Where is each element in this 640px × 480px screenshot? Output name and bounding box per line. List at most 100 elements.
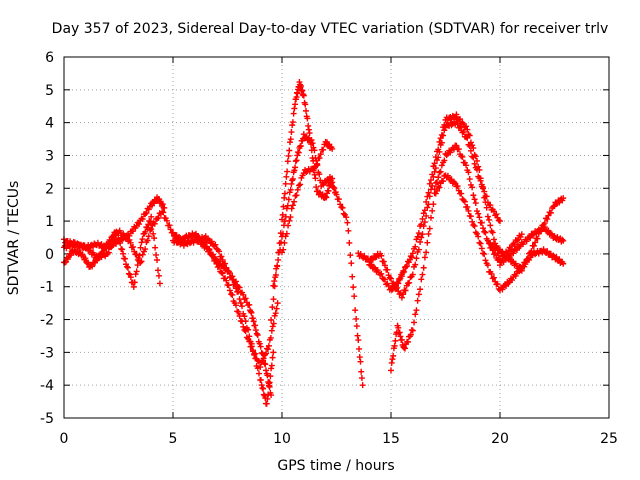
data-point [512,272,519,279]
data-point [425,230,432,237]
data-point [392,337,399,344]
data-point [409,327,416,334]
axis-ticks: 0 5 10 15 20 25 -5 -4 -3 -2 -1 0 1 2 3 4 5 6 [40,50,618,447]
data-point [139,251,146,258]
data-point [270,349,277,356]
data-point [218,253,225,260]
data-point [275,256,282,263]
data-point [544,248,551,255]
y-tick-label: 4 [45,116,54,132]
chart-title: Day 357 of 2023, Sidereal Day-to-day VTE… [52,21,609,37]
data-point [457,123,464,130]
data-point [137,259,144,266]
data-point [101,245,108,252]
data-point [460,128,467,135]
data-point [384,266,391,273]
data-point [457,116,464,123]
data-point [219,270,226,277]
data-point [150,220,157,227]
data-point [229,273,236,280]
data-point [170,229,176,236]
data-point [437,135,444,142]
data-point [291,198,298,205]
data-point [472,200,479,207]
data-point [389,356,396,363]
data-point [415,291,422,298]
data-point [378,252,385,259]
data-point [402,287,409,294]
data-point [252,350,259,357]
data-point [218,269,225,276]
data-point [253,330,260,337]
data-point [470,192,477,199]
data-point [254,332,261,339]
data-point [252,327,259,334]
data-point [293,192,300,199]
data-point [346,239,353,246]
data-point [469,184,476,191]
data-point [378,270,385,277]
data-point [412,311,419,318]
data-point [311,147,318,154]
data-point [358,368,365,375]
data-point [477,175,484,182]
data-point [527,234,534,241]
y-tick-label: 6 [45,50,54,66]
data-point [270,296,277,303]
data-point [160,209,167,216]
data-point [283,230,290,237]
data-point [463,123,470,130]
data-point [274,300,281,307]
data-point [424,239,431,246]
data-point [404,338,411,345]
data-point [350,284,357,291]
data-point [465,207,472,214]
series-arc-2 [61,213,163,290]
data-point [148,213,155,220]
data-point [219,261,226,268]
data-point [104,250,111,257]
data-point [310,167,317,174]
data-point [415,246,422,253]
data-point [461,198,468,205]
data-point [247,308,254,315]
data-point [331,185,338,192]
y-tick-label: 0 [45,247,54,263]
data-point [417,238,424,245]
data-point [419,215,426,222]
data-point [316,171,323,178]
data-point [431,160,438,167]
data-point [355,337,362,344]
data-point [438,162,445,169]
data-point [386,274,393,281]
data-point [284,158,291,165]
data-point [425,189,432,196]
data-point [261,360,268,367]
data-point [236,313,243,320]
series-arc-10 [355,118,503,301]
data-point [223,264,230,271]
data-point [105,249,112,256]
data-point [497,262,503,269]
data-point [264,395,271,402]
data-point [272,274,279,281]
data-point [406,279,413,286]
data-point [490,274,497,281]
data-point [232,302,239,309]
data-point [265,342,272,349]
data-point [400,267,407,274]
data-point [427,177,434,184]
data-point [424,193,431,200]
data-point [108,244,115,251]
data-point [388,275,394,282]
data-point [418,221,425,228]
data-point [270,320,277,327]
data-point [409,271,416,278]
data-point [397,333,404,340]
data-point [281,190,288,197]
data-point [484,213,491,220]
data-point [541,220,548,227]
data-point [506,254,513,261]
data-point [255,370,262,377]
data-point [82,255,89,262]
